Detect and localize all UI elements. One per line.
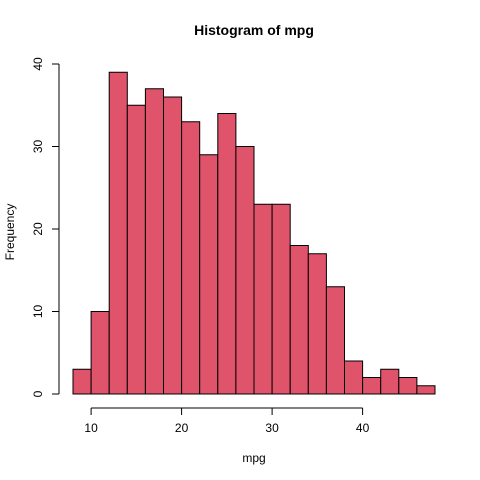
y-tick-label-4: 40 [31, 57, 45, 71]
x-axis-label: mpg [242, 451, 265, 465]
y-axis-label: Frequency [3, 204, 17, 261]
x-tick-label-0: 10 [84, 421, 98, 435]
y-tick-label-3: 30 [31, 140, 45, 154]
bars-group [72, 71, 436, 395]
histogram-bar-9 [235, 146, 255, 395]
histogram-bar-15 [344, 360, 364, 395]
y-tick-label-0: 0 [31, 390, 45, 397]
histogram-bar-6 [181, 121, 201, 395]
y-ticks-group: 0 10 20 30 40 [31, 57, 59, 397]
histogram-bar-14 [325, 286, 345, 395]
histogram-bar-0 [72, 368, 92, 395]
histogram-bar-8 [217, 113, 237, 395]
histogram-bar-1 [90, 311, 110, 395]
y-tick-label-2: 20 [31, 222, 45, 236]
histogram-bar-19 [416, 385, 436, 395]
chart-title: Histogram of mpg [194, 22, 314, 38]
histogram-bar-12 [289, 245, 309, 395]
histogram-bar-3 [126, 104, 146, 395]
x-tick-label-2: 30 [265, 421, 279, 435]
histogram-bar-16 [362, 377, 382, 395]
histogram-bar-2 [108, 71, 128, 395]
histogram-bar-18 [398, 377, 418, 395]
x-tick-label-1: 20 [175, 421, 189, 435]
histogram-bar-7 [199, 154, 219, 395]
histogram-bar-17 [380, 368, 400, 395]
histogram-bar-10 [253, 203, 273, 395]
x-ticks-group: 10 20 30 40 [84, 408, 370, 435]
histogram-bar-11 [271, 203, 291, 395]
histogram-bar-4 [144, 88, 164, 395]
histogram-bar-5 [163, 96, 183, 395]
y-tick-label-1: 10 [31, 305, 45, 319]
x-tick-label-3: 40 [356, 421, 370, 435]
histogram-bar-13 [307, 253, 327, 395]
